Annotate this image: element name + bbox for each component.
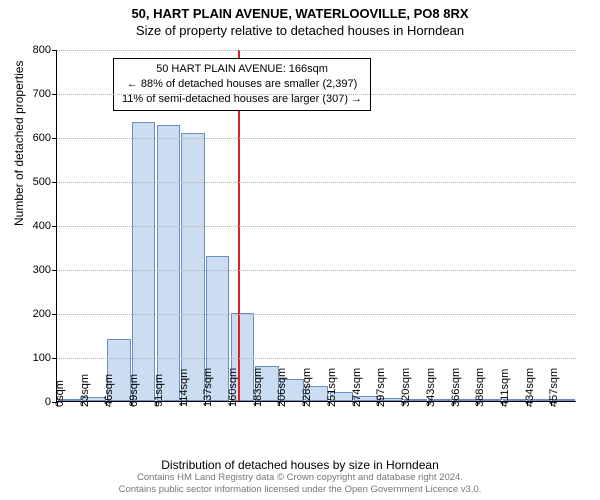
gridline [57, 50, 576, 51]
xtick-label: 160sqm [227, 368, 239, 407]
ytick-mark [52, 138, 57, 139]
plot-area: 0sqm23sqm46sqm69sqm91sqm114sqm137sqm160s… [56, 50, 576, 402]
bar-slot: 457sqm [551, 399, 576, 401]
y-axis-label: Number of detached properties [12, 61, 26, 226]
ytick-label: 300 [33, 264, 51, 276]
ytick-mark [52, 358, 57, 359]
xtick-label: 46sqm [103, 374, 115, 407]
bar-slot: 251sqm [329, 392, 354, 401]
gridline [57, 358, 576, 359]
xtick-label: 457sqm [548, 368, 560, 407]
gridline [57, 270, 576, 271]
gridline [57, 94, 576, 95]
xtick-label: 228sqm [301, 368, 313, 407]
ytick-mark [52, 50, 57, 51]
ytick-mark [52, 182, 57, 183]
xtick-label: 297sqm [375, 368, 387, 407]
gridline [57, 226, 576, 227]
page-subtitle: Size of property relative to detached ho… [0, 23, 600, 38]
ytick-label: 500 [33, 176, 51, 188]
bar [132, 122, 155, 401]
bar-slot: 343sqm [428, 399, 453, 401]
chart-area: 0sqm23sqm46sqm69sqm91sqm114sqm137sqm160s… [56, 50, 576, 402]
gridline [57, 182, 576, 183]
ytick-label: 400 [33, 220, 51, 232]
x-axis-label: Distribution of detached houses by size … [0, 458, 600, 472]
ytick-mark [52, 270, 57, 271]
xtick-label: 23sqm [79, 374, 91, 407]
gridline [57, 314, 576, 315]
xtick-label: 251sqm [326, 368, 338, 407]
xtick-label: 343sqm [425, 368, 437, 407]
ytick-label: 0 [45, 396, 51, 408]
bar [181, 133, 204, 401]
ytick-label: 800 [33, 44, 51, 56]
attribution-line-1: Contains HM Land Registry data © Crown c… [0, 472, 600, 484]
xtick-label: 91sqm [153, 374, 165, 407]
attribution: Contains HM Land Registry data © Crown c… [0, 472, 600, 496]
bar-slot: 411sqm [502, 399, 527, 401]
bar [157, 125, 180, 401]
page-title: 50, HART PLAIN AVENUE, WATERLOOVILLE, PO… [0, 6, 600, 21]
ytick-mark [52, 402, 57, 403]
xtick-label: 434sqm [524, 368, 536, 407]
xtick-label: 411sqm [499, 369, 511, 407]
bar-slot: 91sqm [156, 125, 181, 401]
bar-slot: 0sqm [57, 399, 82, 401]
xtick-label: 274sqm [351, 368, 363, 407]
info-line-2: ← 88% of detached houses are smaller (2,… [122, 77, 362, 92]
xtick-label: 206sqm [276, 368, 288, 407]
info-line-1: 50 HART PLAIN AVENUE: 166sqm [122, 62, 362, 77]
xtick-label: 388sqm [474, 368, 486, 407]
ytick-label: 700 [33, 88, 51, 100]
bar-slot: 69sqm [131, 122, 156, 401]
ytick-mark [52, 226, 57, 227]
ytick-mark [52, 314, 57, 315]
info-box: 50 HART PLAIN AVENUE: 166sqm ← 88% of de… [113, 58, 371, 111]
attribution-line-2: Contains public sector information licen… [0, 484, 600, 496]
xtick-label: 366sqm [450, 368, 462, 407]
xtick-label: 114sqm [178, 369, 190, 407]
xtick-label: 183sqm [252, 368, 264, 407]
gridline [57, 138, 576, 139]
xtick-label: 137sqm [202, 368, 214, 407]
ytick-mark [52, 94, 57, 95]
ytick-label: 200 [33, 308, 51, 320]
xtick-label: 69sqm [128, 374, 140, 407]
ytick-label: 600 [33, 132, 51, 144]
ytick-label: 100 [33, 352, 51, 364]
xtick-label: 320sqm [400, 368, 412, 407]
bar-slot: 114sqm [181, 133, 206, 401]
